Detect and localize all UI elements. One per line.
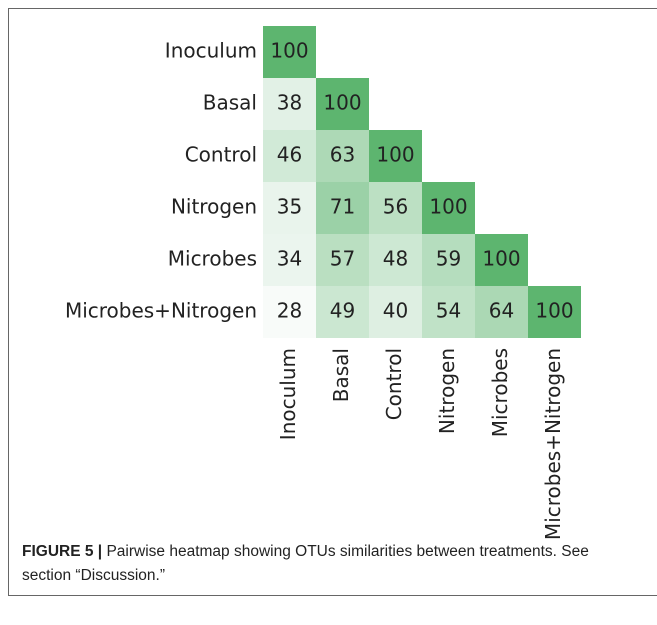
cell-label: 35 xyxy=(277,195,302,219)
cell-label: 64 xyxy=(489,299,514,323)
cell-label: 38 xyxy=(277,91,302,115)
cell xyxy=(528,286,581,338)
row-label: Nitrogen xyxy=(171,195,257,219)
cell-label: 57 xyxy=(330,247,355,271)
cell xyxy=(369,182,422,234)
cell-label: 48 xyxy=(383,247,408,271)
column-label: Nitrogen xyxy=(435,348,459,434)
cell-label: 34 xyxy=(277,247,302,271)
cell xyxy=(422,182,475,234)
row-label: Basal xyxy=(203,91,257,115)
chart: Inoculum 100 Basal 38 100 Control 46 63 100 Nitro… xyxy=(65,26,581,540)
cell xyxy=(316,130,369,182)
cell xyxy=(263,182,316,234)
cell-label: 100 xyxy=(482,247,520,271)
column-label: Basal xyxy=(329,348,353,402)
cell-label: 63 xyxy=(330,143,355,167)
cell xyxy=(263,130,316,182)
cell-label: 100 xyxy=(270,39,308,63)
column-label: Inoculum xyxy=(276,348,300,440)
cell xyxy=(316,234,369,286)
cell-label: 46 xyxy=(277,143,302,167)
cell-label: 28 xyxy=(277,299,302,323)
cell xyxy=(369,130,422,182)
column-label: Control xyxy=(382,348,406,420)
cell xyxy=(475,286,528,338)
cell xyxy=(263,26,316,78)
cell-label: 100 xyxy=(535,299,573,323)
cell-label: 40 xyxy=(383,299,408,323)
cell xyxy=(422,286,475,338)
row-label: Microbes xyxy=(168,247,257,271)
caption-label: FIGURE 5 | xyxy=(22,543,103,560)
cell-label: 71 xyxy=(330,195,355,219)
cell xyxy=(369,234,422,286)
cell-label: 56 xyxy=(383,195,408,219)
cell xyxy=(263,286,316,338)
cell-label: 59 xyxy=(436,247,461,271)
column-label: Microbes+Nitrogen xyxy=(541,348,565,540)
cell xyxy=(316,182,369,234)
caption: FIGURE 5 | Pairwise heatmap showing OTUs… xyxy=(22,540,642,588)
row-label: Microbes+Nitrogen xyxy=(65,299,257,323)
cell xyxy=(263,78,316,130)
cell xyxy=(369,286,422,338)
cell-label: 100 xyxy=(429,195,467,219)
cell xyxy=(475,234,528,286)
row-label: Inoculum xyxy=(165,39,257,63)
cell-label: 100 xyxy=(323,91,361,115)
row-label: Control xyxy=(185,143,257,167)
column-label: Microbes xyxy=(488,348,512,437)
cell xyxy=(316,78,369,130)
cell xyxy=(316,286,369,338)
cell-label: 100 xyxy=(376,143,414,167)
cell-label: 49 xyxy=(330,299,355,323)
figure-frame xyxy=(8,8,657,596)
cell xyxy=(263,234,316,286)
cell xyxy=(422,234,475,286)
caption-text: Pairwise heatmap showing OTUs similariti… xyxy=(22,543,589,584)
cell-label: 54 xyxy=(436,299,461,323)
